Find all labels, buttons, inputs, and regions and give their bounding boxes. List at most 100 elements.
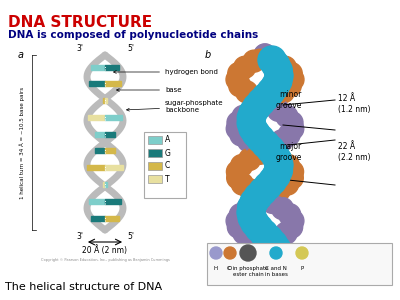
Circle shape bbox=[264, 241, 286, 262]
Circle shape bbox=[281, 167, 303, 189]
Circle shape bbox=[264, 98, 282, 116]
Circle shape bbox=[235, 247, 257, 269]
Circle shape bbox=[228, 253, 250, 275]
Circle shape bbox=[281, 216, 303, 238]
Text: C in phosphate
ester chain: C in phosphate ester chain bbox=[227, 266, 269, 277]
Bar bbox=[89, 81, 105, 86]
Circle shape bbox=[248, 136, 270, 158]
Circle shape bbox=[264, 67, 292, 95]
Bar bbox=[102, 182, 105, 187]
Circle shape bbox=[242, 120, 270, 148]
Bar bbox=[105, 215, 119, 220]
Circle shape bbox=[282, 209, 300, 226]
Bar bbox=[92, 64, 105, 70]
Circle shape bbox=[263, 251, 291, 279]
FancyBboxPatch shape bbox=[207, 243, 392, 285]
Circle shape bbox=[244, 197, 261, 214]
Bar bbox=[105, 148, 115, 153]
Circle shape bbox=[227, 167, 249, 189]
Circle shape bbox=[260, 230, 288, 258]
Circle shape bbox=[260, 240, 278, 257]
Circle shape bbox=[270, 86, 287, 104]
Circle shape bbox=[234, 56, 256, 78]
Bar bbox=[91, 215, 105, 220]
Circle shape bbox=[270, 148, 292, 170]
Circle shape bbox=[236, 129, 254, 147]
Circle shape bbox=[284, 215, 301, 233]
Circle shape bbox=[233, 61, 250, 79]
Text: 20 Å (2 nm): 20 Å (2 nm) bbox=[82, 245, 128, 255]
Circle shape bbox=[232, 105, 254, 128]
Circle shape bbox=[258, 190, 276, 208]
Text: Copyright © Pearson Education, Inc., publishing as Benjamin Cummings: Copyright © Pearson Education, Inc., pub… bbox=[40, 258, 170, 262]
Circle shape bbox=[283, 258, 301, 276]
Circle shape bbox=[282, 160, 299, 177]
Text: b: b bbox=[205, 50, 211, 60]
Bar bbox=[105, 81, 121, 86]
Circle shape bbox=[259, 92, 277, 110]
Circle shape bbox=[254, 44, 276, 66]
Circle shape bbox=[275, 222, 297, 244]
Circle shape bbox=[233, 222, 255, 244]
Circle shape bbox=[260, 136, 282, 158]
Text: sugar-phosphate
backbone: sugar-phosphate backbone bbox=[126, 100, 224, 113]
Circle shape bbox=[245, 87, 267, 109]
Circle shape bbox=[235, 203, 253, 220]
Circle shape bbox=[227, 216, 249, 238]
Circle shape bbox=[280, 61, 297, 79]
Circle shape bbox=[278, 80, 296, 98]
Circle shape bbox=[265, 50, 287, 72]
Circle shape bbox=[238, 130, 260, 152]
Circle shape bbox=[245, 214, 273, 242]
Circle shape bbox=[248, 98, 266, 116]
Circle shape bbox=[231, 154, 253, 177]
Text: H: H bbox=[214, 266, 218, 271]
Circle shape bbox=[268, 179, 290, 201]
Circle shape bbox=[258, 167, 286, 195]
Text: P: P bbox=[300, 266, 304, 271]
Circle shape bbox=[246, 125, 274, 153]
Circle shape bbox=[258, 185, 280, 207]
Text: 5': 5' bbox=[127, 44, 134, 53]
Circle shape bbox=[264, 156, 292, 184]
Circle shape bbox=[231, 160, 248, 177]
Text: O: O bbox=[228, 266, 232, 271]
Circle shape bbox=[237, 154, 254, 171]
Circle shape bbox=[284, 166, 301, 184]
Circle shape bbox=[282, 118, 304, 140]
Circle shape bbox=[239, 105, 256, 122]
Text: G: G bbox=[165, 148, 171, 158]
Circle shape bbox=[242, 246, 259, 263]
Circle shape bbox=[277, 203, 295, 220]
Circle shape bbox=[261, 72, 289, 100]
Circle shape bbox=[252, 83, 280, 111]
Circle shape bbox=[261, 141, 289, 169]
Circle shape bbox=[240, 179, 262, 201]
Circle shape bbox=[226, 259, 248, 281]
Text: base: base bbox=[116, 87, 182, 93]
Text: 1 helical turn = 34 Å = ~10.5 base pairs: 1 helical turn = 34 Å = ~10.5 base pairs bbox=[19, 86, 25, 199]
Circle shape bbox=[251, 49, 268, 67]
Circle shape bbox=[238, 193, 266, 221]
Circle shape bbox=[282, 210, 304, 232]
Circle shape bbox=[284, 117, 301, 134]
Circle shape bbox=[249, 142, 271, 164]
Circle shape bbox=[240, 227, 257, 245]
Circle shape bbox=[242, 93, 270, 121]
Circle shape bbox=[244, 241, 266, 262]
Circle shape bbox=[231, 173, 253, 195]
Circle shape bbox=[230, 124, 252, 146]
Text: C and N
in bases: C and N in bases bbox=[264, 266, 288, 277]
Circle shape bbox=[237, 109, 265, 137]
Circle shape bbox=[281, 112, 303, 134]
Text: major
groove: major groove bbox=[276, 142, 302, 162]
Circle shape bbox=[296, 247, 308, 259]
Circle shape bbox=[277, 154, 299, 177]
Bar bbox=[105, 98, 107, 103]
Circle shape bbox=[256, 93, 278, 115]
Circle shape bbox=[240, 56, 258, 73]
Circle shape bbox=[231, 172, 249, 190]
Circle shape bbox=[242, 228, 264, 250]
Circle shape bbox=[229, 258, 247, 276]
Text: 22 Å
(2.2 nm): 22 Å (2.2 nm) bbox=[338, 142, 370, 162]
